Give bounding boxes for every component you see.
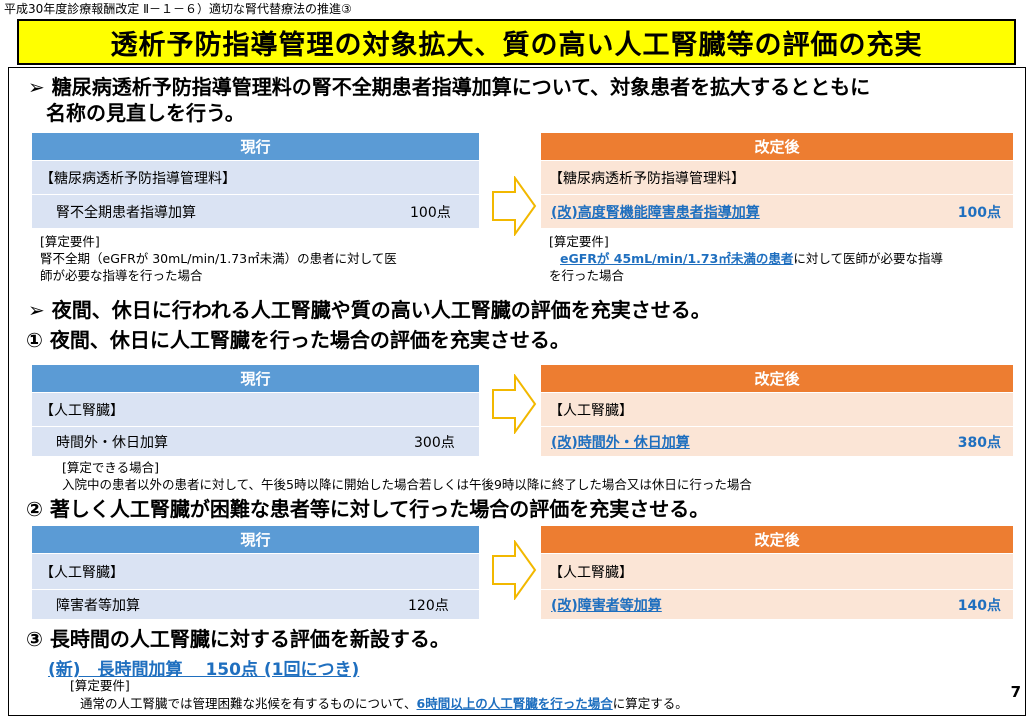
page-title: 透析予防指導管理の対象拡大、質の高い人工腎臓等の評価の充実 (17, 19, 1016, 65)
revised-fee-name-2: 【人工腎臓】 (541, 392, 1013, 426)
revised-item-label: (改)高度腎機能障害患者指導加算 100点 (551, 202, 1001, 222)
section3-sub2: ② 著しく人工腎臓が困難な患者等に対して行った場合の評価を充実させる。 (26, 497, 710, 521)
revised-fee-item-2: (改)時間外・休日加算 380点 (541, 426, 1013, 456)
current-header-3: 現行 (32, 526, 479, 553)
current-req-line1: 腎不全期（eGFRが 30mL/min/1.73㎡未満）の患者に対して医 (40, 251, 397, 266)
arrow-right-icon (492, 176, 537, 236)
current-item-points: 100点 (410, 204, 451, 221)
revised-fee-name: 【糖尿病透析予防指導管理料】 (541, 160, 1013, 194)
section2-sub1: ① 夜間、休日に人工腎臓を行った場合の評価を充実させる。 (26, 328, 570, 352)
revised-fee-name-3: 【人工腎臓】 (541, 553, 1013, 589)
current-item-label-2: 時間外・休日加算 (56, 434, 168, 451)
current-item-label: 腎不全期患者指導加算 (56, 204, 196, 221)
revised-req-highlight: eGFRが 45mL/min/1.73㎡未満の患者 (560, 251, 794, 266)
current-fee-item-2: 時間外・休日加算 300点 (32, 426, 479, 456)
section1-bullet: ➢ 糖尿病透析予防指導管理料の腎不全期患者指導加算について、対象患者を拡大すると… (28, 75, 871, 99)
revised-req-rest: に対して医師が必要な指導 (793, 251, 943, 266)
content-frame (8, 67, 1026, 716)
revised-item-text-2: (改)時間外・休日加算 (551, 434, 690, 451)
current-item-label-3: 障害者等加算 (56, 597, 140, 614)
revised-item-label-2: (改)時間外・休日加算 380点 (551, 432, 1001, 452)
new-item: (新) 長時間加算 150点 (1回につき) (48, 660, 360, 680)
current-item-points-3: 120点 (408, 597, 449, 614)
current-req-title: [算定要件] (40, 234, 100, 249)
current-req-line2: 師が必要な指導を行った場合 (40, 268, 203, 283)
revised-item-label-3: (改)障害者等加算 140点 (551, 595, 1001, 615)
arrow-right-icon (492, 374, 537, 434)
current-item-points-2: 300点 (414, 434, 455, 451)
revised-header-2: 改定後 (541, 365, 1013, 392)
current-fee-item: 腎不全期患者指導加算 100点 (32, 194, 479, 228)
revised-req-line2: を行った場合 (549, 268, 625, 283)
section4-req-post: に算定する。 (612, 696, 688, 711)
current-fee-name-3: 【人工腎臓】 (32, 553, 479, 589)
revised-item-points-2: 380点 (957, 434, 1001, 451)
revised-item-text-3: (改)障害者等加算 (551, 597, 662, 614)
revised-req-line1: eGFRが 45mL/min/1.73㎡未満の患者に対して医師が必要な指導 (560, 251, 943, 267)
section1-bullet-cont: 名称の見直しを行う。 (46, 101, 245, 125)
section2-req-title: [算定できる場合] (62, 460, 160, 475)
section4-req-pre: 通常の人工腎臓では管理困難な兆候を有するものについて、 (80, 696, 417, 711)
current-fee-name-2: 【人工腎臓】 (32, 392, 479, 426)
revised-header: 改定後 (541, 133, 1013, 160)
header-tag: 平成30年度診療報酬改定 Ⅱ－１－６）適切な腎代替療法の推進③ (4, 2, 352, 16)
page-number: 7 (1010, 683, 1021, 701)
current-header: 現行 (32, 133, 479, 160)
section4-sub3: ③ 長時間の人工腎臓に対する評価を新設する。 (26, 627, 450, 651)
current-fee-item-3: 障害者等加算 120点 (32, 589, 479, 619)
revised-header-3: 改定後 (541, 526, 1013, 553)
section4-req-title: [算定要件] (70, 678, 130, 693)
revised-item-text: (改)高度腎機能障害患者指導加算 (551, 204, 760, 221)
revised-fee-item-3: (改)障害者等加算 140点 (541, 589, 1013, 619)
revised-req-title: [算定要件] (549, 234, 609, 249)
current-fee-name: 【糖尿病透析予防指導管理料】 (32, 160, 479, 194)
current-header-2: 現行 (32, 365, 479, 392)
section2-bullet: ➢ 夜間、休日に行われる人工腎臓や質の高い人工腎臓の評価を充実させる。 (28, 298, 711, 322)
revised-item-points: 100点 (957, 204, 1001, 221)
section4-req-highlight: 6時間以上の人工腎臓を行った場合 (416, 696, 613, 711)
revised-item-points-3: 140点 (957, 597, 1001, 614)
section2-req-text: 入院中の患者以外の患者に対して、午後5時以降に開始した場合若しくは午後9時以降に… (62, 477, 752, 492)
arrow-right-icon (492, 540, 537, 600)
revised-fee-item: (改)高度腎機能障害患者指導加算 100点 (541, 194, 1013, 228)
section4-req-text: 通常の人工腎臓では管理困難な兆候を有するものについて、6時間以上の人工腎臓を行っ… (80, 696, 688, 712)
